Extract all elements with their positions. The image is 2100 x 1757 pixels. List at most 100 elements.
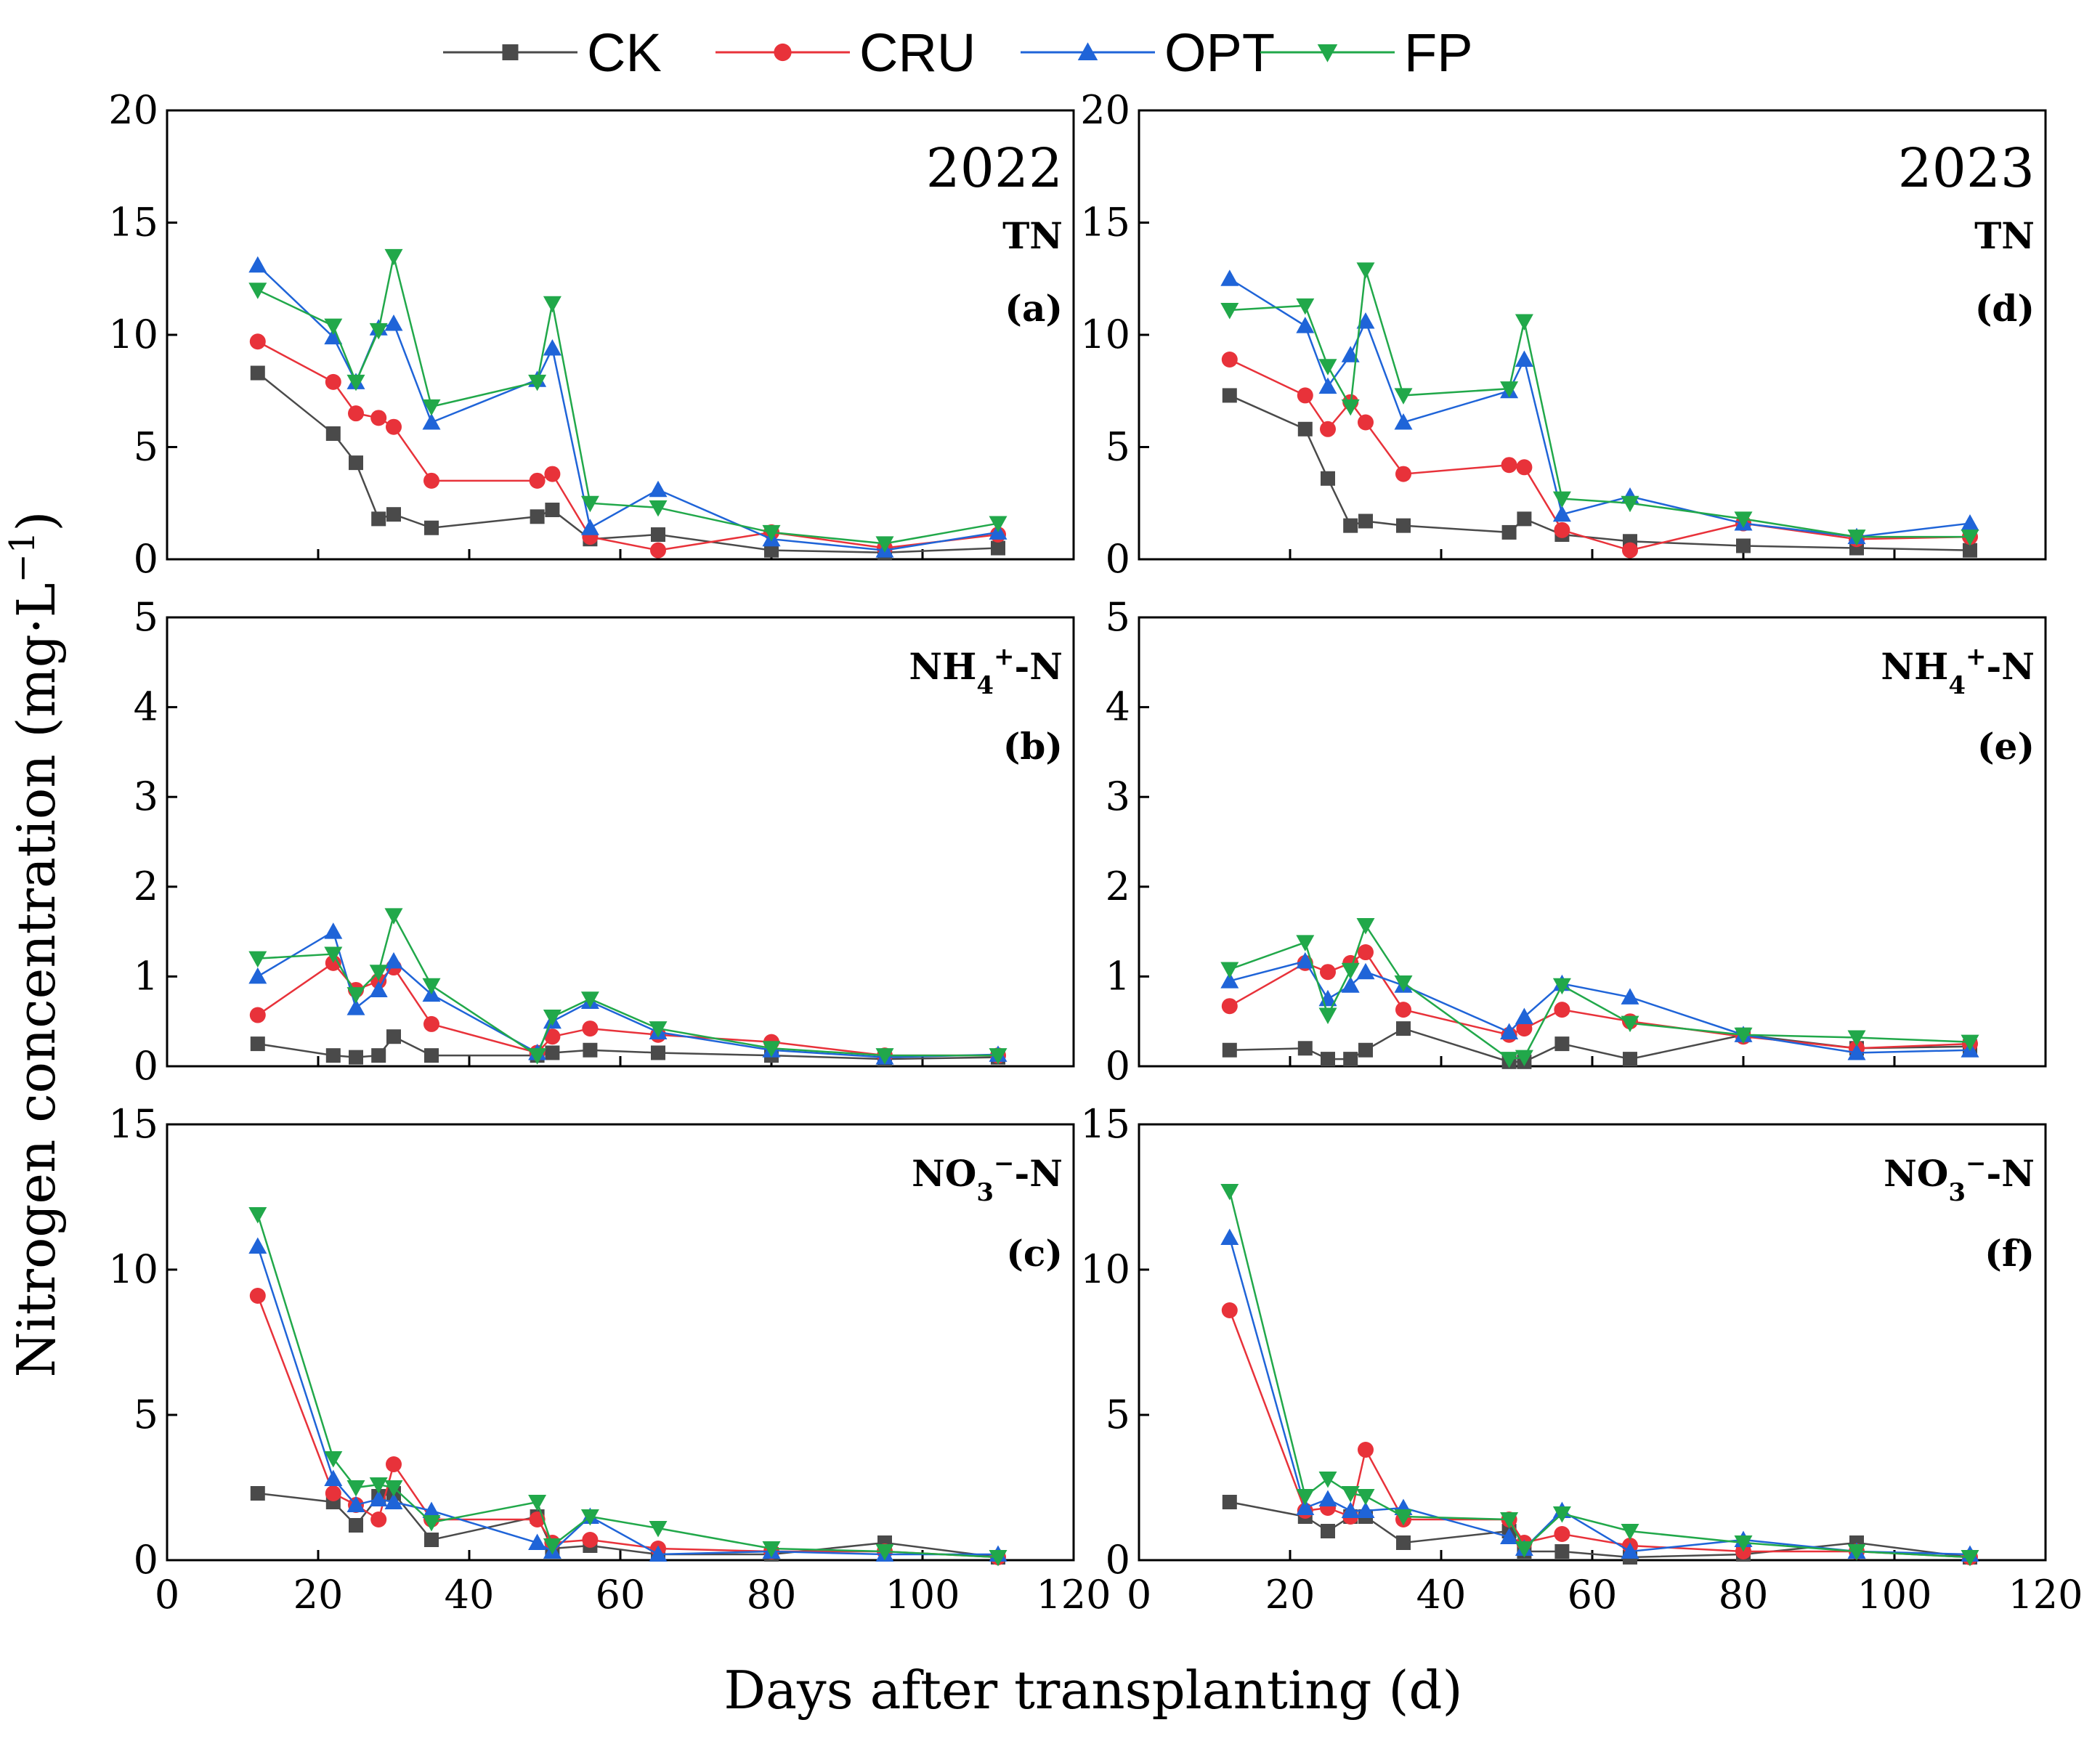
x-tick-label: 40: [445, 1572, 495, 1618]
series-opt: [1220, 269, 1979, 545]
data-point-fp: [1394, 388, 1413, 405]
data-point-opt: [1296, 1498, 1315, 1515]
data-point-cru: [650, 542, 666, 559]
data-point-fp: [1621, 1524, 1639, 1541]
data-point-opt: [649, 480, 668, 498]
data-point-fp: [528, 1495, 547, 1511]
data-point-opt: [384, 315, 403, 331]
x-tick-label: 120: [1036, 1572, 1111, 1618]
data-point-fp: [248, 283, 267, 299]
data-point-fp: [1296, 1489, 1315, 1506]
data-point-ck: [349, 1050, 363, 1065]
series-line-ck: [257, 372, 999, 553]
panel-c: 0 20 40 60 80 100 120 0 5 10 15 NO3−-N (c): [108, 1101, 1111, 1618]
y-tick-label: 1: [134, 953, 158, 999]
data-point-ck: [1963, 543, 1977, 558]
data-point-fp: [543, 296, 562, 313]
data-point-opt: [1621, 1542, 1639, 1559]
panel-tag: (a): [1005, 287, 1063, 330]
data-point-fp: [1341, 962, 1360, 980]
data-point-fp: [649, 1021, 668, 1038]
data-point-fp: [1296, 298, 1315, 315]
data-point-ck: [371, 511, 386, 527]
data-point-fp: [580, 991, 599, 1008]
data-point-ck: [1321, 1524, 1335, 1538]
panel-tag: (d): [1975, 287, 2035, 330]
data-point-opt: [1515, 350, 1533, 367]
data-point-cru: [249, 1007, 266, 1023]
data-point-fp: [649, 1521, 668, 1538]
data-point-cru: [1320, 964, 1336, 981]
data-point-fp: [324, 946, 343, 963]
data-point-fp: [1552, 1506, 1571, 1523]
data-point-cru: [1395, 466, 1411, 482]
data-point-ck: [1343, 1052, 1358, 1067]
y-tick-label: 5: [1106, 594, 1130, 640]
series-ck: [250, 365, 1005, 560]
data-point-opt: [1356, 1501, 1375, 1518]
data-point-fp: [762, 1041, 781, 1058]
panel-label: NH4+-N: [909, 642, 1063, 700]
y-tick-label: 15: [108, 1101, 158, 1147]
data-point-ck: [349, 455, 363, 471]
y-tick-label: 20: [1080, 87, 1130, 133]
data-point-cru: [370, 1511, 387, 1527]
series-line-cru: [256, 1295, 999, 1559]
series-line-fp: [1228, 1190, 1971, 1559]
data-point-fp: [989, 1048, 1008, 1065]
data-point-ck: [250, 1036, 265, 1052]
panel-tag: (c): [1006, 1232, 1063, 1275]
data-point-cru: [1221, 998, 1238, 1015]
data-point-ck: [1358, 1042, 1373, 1058]
y-axis-title-sup: −1: [2, 532, 43, 583]
data-point-fp: [346, 1480, 365, 1497]
y-tick-label: 10: [1080, 1246, 1130, 1292]
data-point-fp: [1734, 1535, 1753, 1552]
data-point-fp: [1847, 1544, 1866, 1561]
legend-label-ck: CK: [587, 23, 662, 83]
y-tick-label: 3: [1106, 774, 1130, 819]
data-point-cru: [1221, 1302, 1238, 1318]
panel-tag: (f): [1985, 1232, 2035, 1275]
series-fp: [1220, 1184, 1979, 1567]
data-point-opt: [1341, 1501, 1360, 1518]
data-point-fp: [1847, 1030, 1866, 1047]
x-tick-label: 0: [1127, 1572, 1151, 1618]
data-point-fp: [324, 318, 343, 336]
data-point-ck: [250, 365, 265, 381]
data-point-cru: [423, 1015, 439, 1032]
data-point-ck: [530, 509, 545, 524]
data-point-ck: [371, 1048, 386, 1063]
y-tick-label: 0: [1106, 1537, 1130, 1583]
data-point-opt: [369, 1490, 388, 1506]
data-point-ck: [1623, 1052, 1637, 1067]
data-point-opt: [528, 1533, 547, 1550]
data-point-fp: [1961, 1550, 1979, 1567]
data-point-opt: [1621, 988, 1639, 1005]
data-point-opt: [1500, 1527, 1519, 1544]
series-fp: [248, 908, 1008, 1065]
data-point-fp: [1500, 1052, 1519, 1068]
data-point-cru: [544, 1028, 561, 1045]
data-point-fp: [875, 1544, 894, 1561]
x-axis-title: Days after transplanting (d): [723, 1660, 1462, 1721]
series-line-cru: [257, 341, 999, 551]
data-point-ck: [1343, 518, 1358, 533]
data-point-opt: [580, 519, 599, 535]
data-point-fp: [369, 322, 388, 340]
data-point-fp: [875, 1048, 894, 1065]
data-point-fp: [1734, 511, 1753, 528]
data-point-fp: [369, 1477, 388, 1494]
y-tick-label: 0: [1106, 1043, 1130, 1089]
x-tick-label: 80: [1719, 1572, 1769, 1618]
data-point-ck: [1297, 1041, 1313, 1056]
data-point-cru: [1358, 414, 1374, 431]
legend-marker-fp: [1317, 44, 1338, 62]
data-point-fp: [1356, 262, 1375, 279]
data-point-fp: [1515, 314, 1533, 330]
data-point-ck: [1396, 1535, 1411, 1550]
data-point-cru: [325, 373, 341, 390]
data-point-fp: [1961, 529, 1979, 546]
series-cru: [1221, 351, 1978, 559]
